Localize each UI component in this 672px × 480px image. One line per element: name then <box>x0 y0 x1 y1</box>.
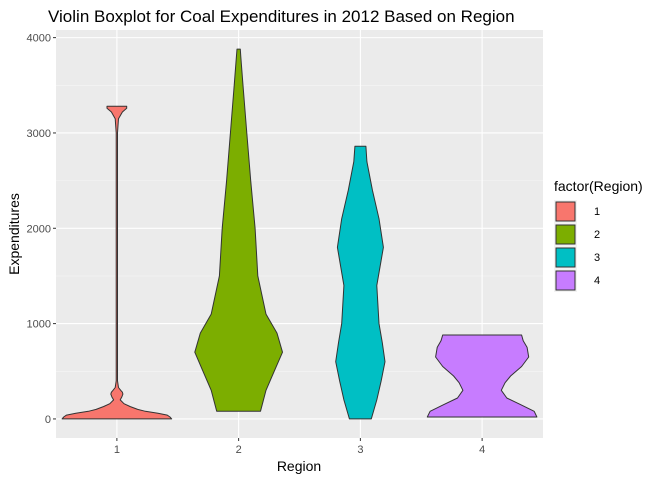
legend-swatch-1 <box>555 201 576 222</box>
legend-title: factor(Region) <box>554 178 643 194</box>
x-tick-label: 3 <box>357 444 363 456</box>
y-tick-label: 4000 <box>27 33 51 45</box>
x-tick-label: 2 <box>236 444 242 456</box>
legend-label-4: 4 <box>594 275 600 287</box>
legend-swatch-2 <box>555 224 576 245</box>
legend-swatch-4 <box>555 270 576 291</box>
legend-label-3: 3 <box>594 252 600 264</box>
chart-title: Violin Boxplot for Coal Expenditures in … <box>48 7 515 26</box>
x-axis-title: Region <box>277 458 321 474</box>
y-tick-label: 3000 <box>27 128 51 140</box>
violin-region-4 <box>426 334 538 418</box>
y-tick-label: 1000 <box>27 319 51 331</box>
violins <box>61 48 538 420</box>
y-tick-label: 0 <box>45 414 51 426</box>
y-tick-label: 2000 <box>27 223 51 235</box>
violin-region-3 <box>335 145 386 420</box>
y-axis-title: Expenditures <box>6 193 22 275</box>
legend-label-2: 2 <box>594 229 600 241</box>
violin-region-1 <box>61 105 173 420</box>
violin-region-2 <box>194 48 283 412</box>
x-tick-label: 1 <box>114 444 120 456</box>
legend: factor(Region) 1 2 3 4 <box>554 178 643 292</box>
x-axis: 1 2 3 4 <box>114 438 485 456</box>
y-axis: 0 1000 2000 3000 4000 <box>27 33 56 426</box>
legend-swatch-3 <box>555 247 576 268</box>
x-tick-label: 4 <box>479 444 485 456</box>
legend-label-1: 1 <box>594 206 600 218</box>
